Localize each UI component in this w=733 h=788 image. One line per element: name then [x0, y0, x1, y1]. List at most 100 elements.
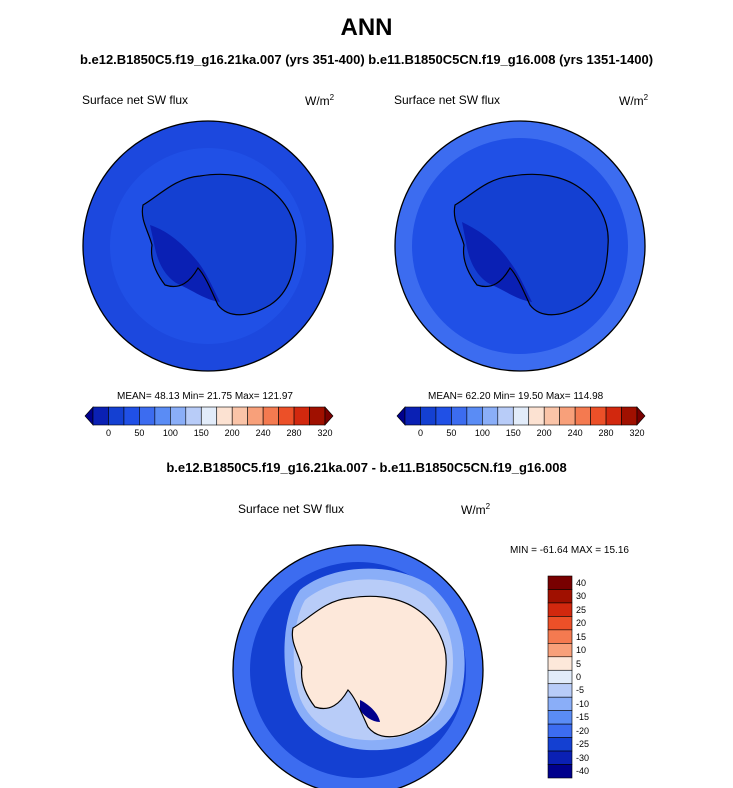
- panel1-colorbar-box: [108, 406, 125, 426]
- diff-units-text: W/m: [461, 503, 486, 517]
- panel2-label: Surface net SW flux: [394, 93, 501, 107]
- panel1-colorbar-box: [216, 406, 233, 426]
- diff-colorbar-tick-label: 25: [576, 604, 587, 615]
- panel2-dark-region: [462, 222, 532, 302]
- panel2-colorbar-ticks: 0 50 100 150 200 240 280 320: [397, 428, 645, 442]
- diff-colorbar-tick-label: -40: [576, 766, 590, 777]
- panel1-colorbar-box: [123, 406, 140, 426]
- panel2-colorbar-max-triangle: [636, 406, 646, 426]
- panel2-units: W/m2: [619, 93, 648, 108]
- panel1-outer-band: [83, 121, 333, 371]
- panel1-stats: MEAN= 48.13 Min= 21.75 Max= 121.97: [117, 391, 293, 402]
- panel1-colorbar-box: [170, 406, 187, 426]
- panel2-colorbar-box: [559, 406, 576, 426]
- panel1-colorbar-tick-label: 200: [224, 428, 240, 438]
- diff-colorbar-tick-label: -30: [576, 752, 590, 763]
- panel2-colorbar-tick-label: 200: [536, 428, 552, 438]
- panel1-colorbar-box: [293, 406, 310, 426]
- diff-colorbar-box: [547, 764, 573, 779]
- panel2-stats: MEAN= 62.20 Min= 19.50 Max= 114.98: [428, 391, 604, 402]
- panel1-colorbar-box: [278, 406, 295, 426]
- panel1-colorbar: [84, 406, 334, 426]
- diff-stats: MIN = -61.64 MAX = 15.16: [510, 545, 629, 556]
- panel1-map-border: [82, 120, 334, 372]
- panel1-colorbar-box: [92, 406, 109, 426]
- panel2-map-border: [394, 120, 646, 372]
- panel2-coastline: [453, 173, 609, 316]
- diff-colorbar-ticks: 40 30 25 20 15 10 5 0 -5 -10 -15 -20 -25 -30 -40: [576, 576, 606, 778]
- panel1-colorbar-tick-label: 100: [162, 428, 178, 438]
- panel2-colorbar-box: [512, 406, 530, 426]
- panel2-colorbar-tick-label: 100: [474, 428, 490, 438]
- diff-outer-light-ring: [233, 545, 483, 788]
- panel1-dark-region: [150, 225, 220, 302]
- diff-colorbar-tick-label: 0: [576, 672, 582, 682]
- diff-dark-spot: [360, 700, 380, 722]
- panel2-colorbar-box: [605, 406, 622, 426]
- diff-warm-patch: [233, 700, 262, 788]
- figure-subtitle: b.e12.B1850C5.f19_g16.21ka.007 (yrs 351-…: [79, 52, 654, 67]
- panel1-continent-fill: [142, 174, 297, 315]
- panel2-colorbar-min-triangle: [396, 406, 406, 426]
- panel2-units-sup: 2: [643, 93, 649, 102]
- panel2-colorbar-box: [528, 406, 545, 426]
- diff-sea-ice-band: [284, 568, 465, 751]
- panel1-coastline: [141, 173, 297, 316]
- panel1-colorbar-box: [139, 406, 156, 426]
- panel1-units-text: W/m: [305, 94, 330, 108]
- panel1-colorbar-box: [309, 406, 326, 426]
- diff-sea-ice-band-inner: [293, 579, 453, 741]
- diff-units: W/m2: [461, 502, 490, 517]
- panel2-colorbar-tick-label: 320: [629, 428, 645, 438]
- diff-label: Surface net SW flux: [238, 502, 345, 516]
- diff-colorbar-tick-label: 5: [576, 658, 582, 669]
- diff-units-sup: 2: [485, 502, 491, 511]
- diff-colorbar: [547, 575, 573, 779]
- panel1-colorbar-box: [200, 406, 218, 426]
- diff-colorbar-box: [547, 575, 573, 590]
- diff-colorbar-box: [547, 616, 573, 631]
- diff-colorbar-box: [547, 669, 573, 685]
- panel2-colorbar-box: [497, 406, 514, 426]
- diff-title: b.e12.B1850C5.f19_g16.21ka.007 - b.e11.B…: [166, 460, 567, 475]
- diff-colorbar-tick-label: -25: [576, 739, 590, 750]
- diff-colorbar-box: [547, 750, 573, 765]
- panel2-colorbar-tick-label: 0: [417, 428, 423, 438]
- panel2-colorbar-box: [466, 406, 483, 426]
- panel2-colorbar-box: [420, 406, 437, 426]
- panel2-colorbar-box: [482, 406, 499, 426]
- diff-colorbar-tick-label: -20: [576, 725, 590, 736]
- diff-coastline: [291, 595, 447, 738]
- panel2-colorbar-tick-label: 280: [598, 428, 614, 438]
- panel1-colorbar-tick-label: 320: [317, 428, 333, 438]
- diff-colorbar-box: [547, 643, 573, 658]
- panel2-colorbar-box: [404, 406, 421, 426]
- diff-colorbar-tick-label: -5: [576, 685, 585, 696]
- diff-ocean-fill: [233, 545, 483, 788]
- panel2-colorbar-tick-label: 50: [446, 428, 457, 438]
- diff-colorbar-tick-label: 40: [576, 577, 587, 588]
- figure-title: ANN: [340, 14, 393, 41]
- panel2-units-text: W/m: [619, 94, 644, 108]
- panel1-ocean-fill: [83, 121, 333, 371]
- panel2-colorbar-box: [621, 406, 638, 426]
- panel1-colorbar-box: [231, 406, 248, 426]
- panel1-colorbar-box: [262, 406, 279, 426]
- panel1-units-sup: 2: [329, 93, 335, 102]
- diff-map-border: [232, 544, 484, 788]
- panel2-colorbar-box: [451, 406, 468, 426]
- panel2-colorbar-box: [543, 406, 560, 426]
- diff-colorbar-box: [547, 723, 573, 738]
- panel2-continent-fill: [454, 174, 609, 315]
- panel1-colorbar-tick-label: 0: [105, 428, 111, 438]
- panel2-mid-band: [412, 138, 628, 354]
- panel2-colorbar-tick-label: 240: [567, 428, 583, 438]
- diff-colorbar-tick-label: 10: [576, 645, 587, 656]
- panel2-colorbar-box: [435, 406, 452, 426]
- diff-colorbar-box: [547, 656, 573, 671]
- panel2-colorbar-tick-label: 150: [505, 428, 521, 438]
- panel1-colorbar-ticks: 0 50 100 150 200 240 280 320: [85, 428, 333, 442]
- panel1-colorbar-box: [247, 406, 264, 426]
- panel1-colorbar-box: [185, 406, 202, 426]
- panel1-units: W/m2: [305, 93, 334, 108]
